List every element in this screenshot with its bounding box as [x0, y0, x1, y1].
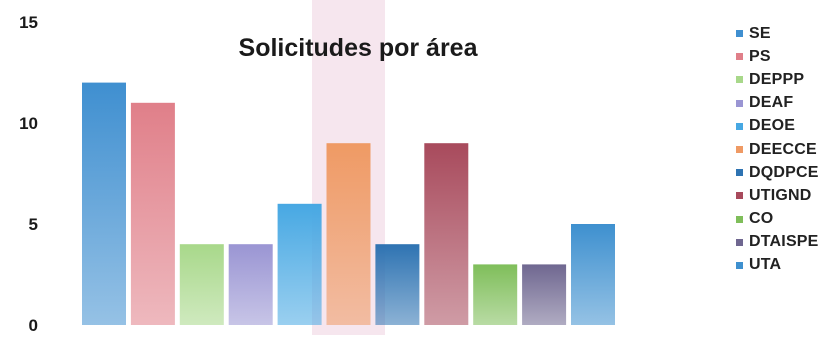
- legend-swatch: [736, 30, 743, 38]
- legend-label: DEAF: [749, 94, 794, 112]
- legend: SE PS DEPPP DEAF DEOE DEECCE DQDPCE UTIGND CO DTA…: [736, 22, 836, 277]
- legend-label: DEOE: [749, 117, 796, 135]
- y-axis-ticks: 0 5 10 15: [19, 13, 38, 335]
- bar-deaf: [228, 244, 273, 325]
- y-tick-label: 0: [29, 316, 38, 335]
- legend-swatch: [736, 215, 743, 223]
- legend-item-uta: UTA: [736, 254, 836, 277]
- legend-label: SE: [749, 24, 771, 42]
- y-tick-label: 15: [19, 13, 38, 32]
- legend-item-se: SE: [736, 22, 836, 45]
- legend-item-ps: PS: [736, 45, 836, 68]
- legend-item-deaf: DEAF: [736, 92, 836, 115]
- legend-item-deppp: DEPPP: [736, 68, 836, 91]
- bar-utignd: [424, 143, 469, 325]
- legend-swatch: [736, 169, 743, 177]
- bar-co: [473, 264, 518, 325]
- chart-title: Solicitudes por área: [239, 34, 479, 62]
- legend-label: DEECCE: [749, 140, 817, 158]
- legend-label: PS: [749, 47, 771, 65]
- legend-swatch: [736, 146, 743, 154]
- legend-swatch: [736, 261, 743, 269]
- bar-deoe: [277, 203, 322, 325]
- legend-label: DTAISPE: [749, 233, 819, 251]
- bar-deppp: [179, 244, 224, 325]
- legend-item-co: CO: [736, 208, 836, 231]
- bar-ps: [130, 102, 175, 325]
- legend-item-dqdpce: DQDPCE: [736, 161, 836, 184]
- bar-se: [82, 82, 126, 325]
- bar-dqdpce: [375, 244, 420, 325]
- y-tick-label: 5: [29, 215, 38, 234]
- legend-item-dtaispe: DTAISPE: [736, 231, 836, 254]
- legend-swatch: [736, 238, 743, 246]
- legend-swatch: [736, 53, 743, 61]
- bar-deecce: [326, 143, 371, 325]
- legend-label: DQDPCE: [749, 163, 819, 181]
- legend-swatch: [736, 99, 743, 107]
- y-tick-label: 10: [19, 114, 38, 133]
- bars: [82, 82, 615, 325]
- bar-uta: [571, 224, 615, 325]
- legend-item-deoe: DEOE: [736, 115, 836, 138]
- legend-swatch: [736, 122, 743, 130]
- legend-item-utignd: UTIGND: [736, 184, 836, 207]
- legend-item-deecce: DEECCE: [736, 138, 836, 161]
- bar-dtaispe: [522, 264, 567, 325]
- legend-swatch: [736, 192, 743, 200]
- legend-label: CO: [749, 210, 774, 228]
- legend-label: UTIGND: [749, 186, 812, 204]
- legend-label: UTA: [749, 256, 782, 274]
- legend-label: DEPPP: [749, 70, 805, 88]
- legend-swatch: [736, 76, 743, 84]
